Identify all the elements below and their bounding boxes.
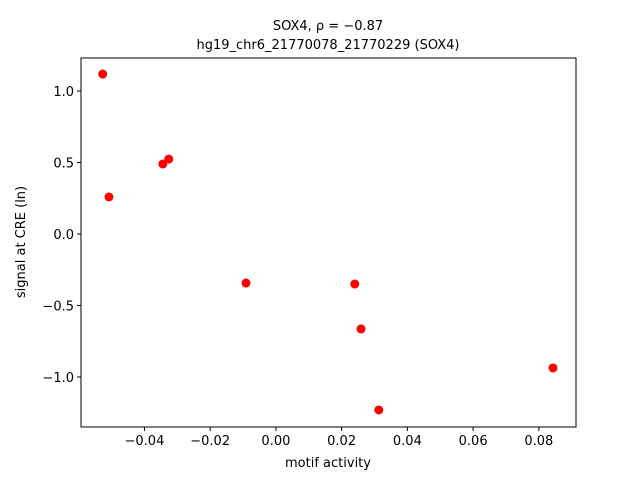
point [241,278,251,288]
x-tick-label: 0.00 [261,434,290,449]
point [350,279,360,289]
x-tick-label: 0.02 [327,434,356,449]
x-tick-label: 0.08 [524,434,553,449]
x-axis-label: motif activity [285,456,371,471]
y-tick-label: −1.0 [42,371,74,386]
plot-frame [80,57,577,428]
y-tick-label: −0.5 [42,299,74,314]
y-axis-label: signal at CRE (ln) [14,186,29,298]
point [98,69,108,79]
point [374,405,384,415]
point [158,159,168,169]
point [356,324,366,334]
y-tick-label: 0.0 [53,228,74,243]
x-tick-label: −0.04 [125,434,165,449]
y-tick-label: 0.5 [53,157,74,172]
x-tick-label: 0.04 [393,434,422,449]
x-tick-label: −0.02 [190,434,230,449]
y-tick-label: 1.0 [53,85,74,100]
point [164,154,174,164]
point [104,192,114,202]
chart-subtitle: hg19_chr6_21770078_21770229 (SOX4) [197,38,460,53]
chart-title: SOX4, ρ = −0.87 [273,19,383,34]
point [548,363,558,373]
x-tick-label: 0.06 [459,434,488,449]
